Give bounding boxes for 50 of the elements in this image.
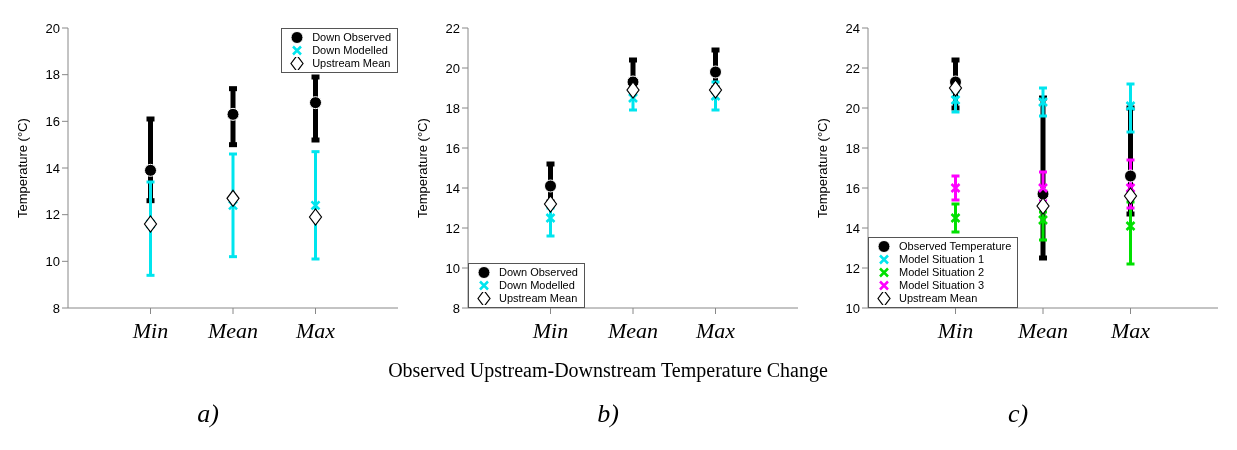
- y-tick-label: 12: [445, 220, 460, 236]
- x-tick-label: Min: [131, 317, 169, 343]
- legend-label: Model Situation 3: [899, 279, 984, 292]
- legend-label: Down Modelled: [312, 44, 388, 57]
- legend-label: Upstream Mean: [499, 292, 578, 305]
- x-tick-label: Max: [694, 317, 736, 343]
- text: c): [1007, 399, 1029, 429]
- x-axis-title: Observed Upstream-Downstream Temperature Change: [388, 358, 828, 384]
- y-tick-label: 8: [452, 300, 460, 316]
- y-tick-label: 20: [45, 20, 60, 36]
- y-tick-label: 12: [845, 260, 860, 276]
- y-tick-label: 10: [45, 253, 60, 269]
- y-tick-label: 16: [845, 180, 860, 196]
- x-tick-label: Max: [1109, 317, 1151, 343]
- y-axis-title: Temperature (°C): [414, 118, 430, 218]
- legend-label: Down Observed: [312, 31, 391, 44]
- x-tick-label: Max: [294, 317, 336, 343]
- legend-label: Down Modelled: [499, 279, 575, 292]
- y-tick-label: 22: [445, 20, 460, 36]
- y-tick-label: 20: [445, 60, 460, 76]
- legend-label: Upstream Mean: [899, 292, 978, 305]
- x-tick-label: Mean: [606, 317, 659, 343]
- y-tick-label: 22: [845, 60, 860, 76]
- y-tick-label: 14: [45, 160, 60, 176]
- y-tick-label: 18: [45, 67, 60, 83]
- x-tick-label: Mean: [206, 317, 259, 343]
- x-tick-label: Min: [936, 317, 974, 343]
- y-tick-label: 24: [845, 20, 860, 36]
- legend-label: Model Situation 1: [899, 253, 984, 266]
- y-tick-label: 14: [445, 180, 460, 196]
- x-tick-label: Min: [531, 317, 569, 343]
- y-tick-label: 12: [45, 207, 60, 223]
- y-tick-label: 8: [52, 300, 60, 316]
- y-tick-label: 10: [845, 300, 860, 316]
- legend-label: Model Situation 2: [899, 266, 984, 279]
- y-tick-label: 20: [845, 100, 860, 116]
- y-tick-label: 16: [45, 113, 60, 129]
- y-tick-label: 14: [845, 220, 860, 236]
- y-tick-label: 18: [845, 140, 860, 156]
- legend-label: Upstream Mean: [312, 57, 391, 70]
- y-axis-title: Temperature (°C): [14, 118, 30, 218]
- y-axis-title: Temperature (°C): [814, 118, 830, 218]
- text: a): [197, 399, 219, 429]
- legend-label: Down Observed: [499, 266, 578, 279]
- y-tick-label: 10: [445, 260, 460, 276]
- x-tick-label: Mean: [1016, 317, 1069, 343]
- text: b): [597, 399, 619, 429]
- legend-label: Observed Temperature: [899, 240, 1012, 253]
- y-tick-label: 18: [445, 100, 460, 116]
- y-tick-label: 16: [445, 140, 460, 156]
